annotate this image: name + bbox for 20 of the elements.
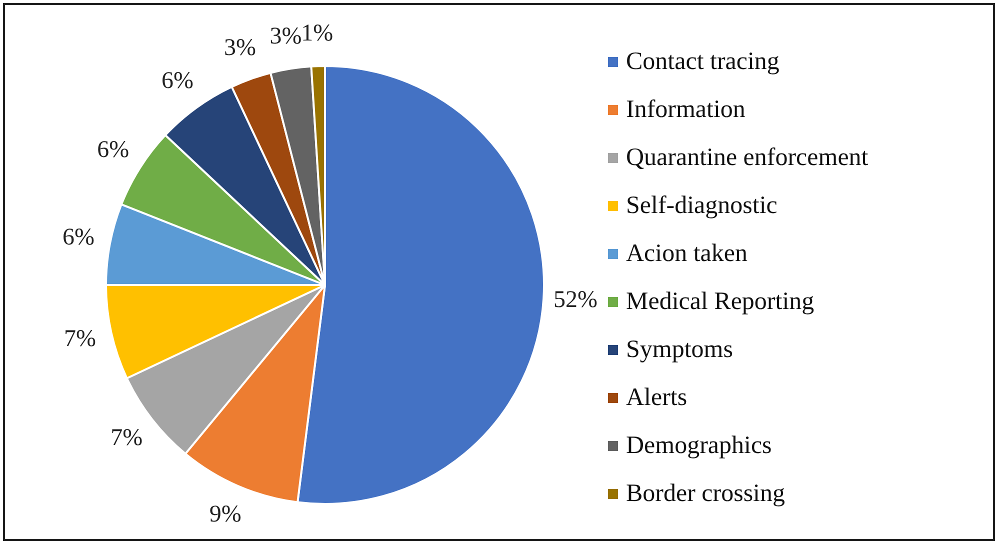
legend-label: Quarantine enforcement bbox=[626, 144, 868, 172]
legend-label: Contact tracing bbox=[626, 48, 780, 76]
legend-label: Acion taken bbox=[626, 240, 748, 268]
legend-label: Demographics bbox=[626, 432, 772, 460]
data-label: 6% bbox=[161, 68, 194, 94]
legend-label: Information bbox=[626, 96, 746, 124]
legend-label: Medical Reporting bbox=[626, 288, 814, 316]
legend-label: Alerts bbox=[626, 384, 688, 412]
data-label: 6% bbox=[62, 224, 94, 250]
data-label: 3% bbox=[224, 35, 256, 62]
data-label: 9% bbox=[209, 502, 242, 528]
legend-label: Symptoms bbox=[626, 336, 733, 364]
data-label: 7% bbox=[110, 425, 143, 452]
legend-label: Border crossing bbox=[626, 480, 785, 508]
data-label: 3% bbox=[270, 23, 302, 50]
data-label: 6% bbox=[97, 136, 130, 163]
data-label: 7% bbox=[64, 326, 96, 352]
data-label: 1% bbox=[301, 20, 334, 46]
data-label: 52% bbox=[554, 287, 598, 314]
legend-label: Self-diagnostic bbox=[626, 192, 778, 220]
